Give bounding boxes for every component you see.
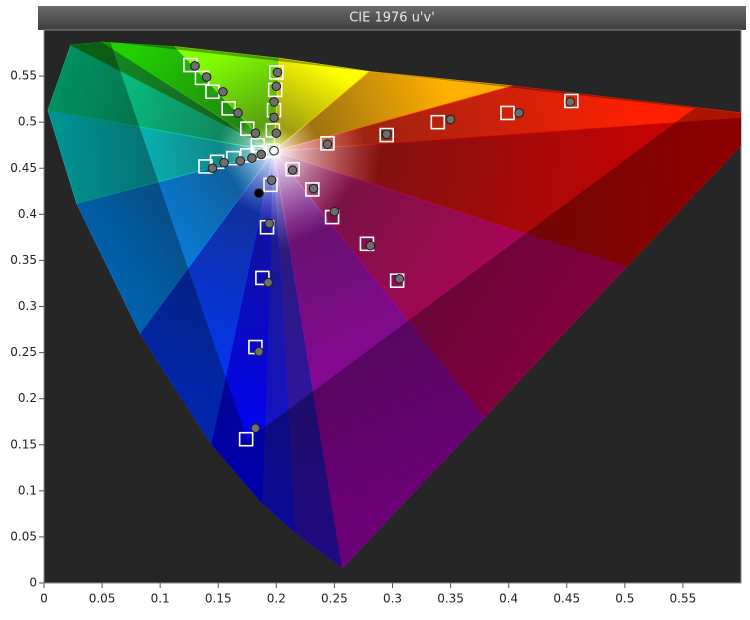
target-square xyxy=(379,127,394,143)
measured-point xyxy=(514,108,524,118)
target-square xyxy=(305,182,320,197)
y-tick-label: 0.05 xyxy=(10,529,37,543)
measured-point xyxy=(365,240,376,251)
target-square xyxy=(265,143,281,159)
target-square xyxy=(239,121,255,136)
measured-point xyxy=(218,86,228,97)
measured-point xyxy=(264,218,275,229)
x-tick-label: 0.15 xyxy=(205,592,232,606)
measured-point xyxy=(235,156,246,166)
measured-point xyxy=(190,61,200,71)
gamut xyxy=(47,41,741,569)
measured-point xyxy=(219,157,229,168)
y-tick-label: 0.3 xyxy=(18,299,37,313)
target-square xyxy=(320,136,335,151)
y-tick-label: 0.2 xyxy=(18,391,37,405)
measured-point xyxy=(272,67,283,78)
measured-point xyxy=(254,188,264,198)
marks xyxy=(183,57,579,447)
measured-point xyxy=(565,97,576,107)
measured-point xyxy=(254,346,264,357)
y-tick-label: 0.1 xyxy=(18,483,37,497)
measured-point xyxy=(201,72,212,82)
measured-point xyxy=(329,206,340,217)
target-square xyxy=(430,114,446,130)
measured-point xyxy=(269,97,279,107)
title-bar xyxy=(38,6,746,30)
y-tick-label: 0 xyxy=(29,576,37,590)
gamut-slice xyxy=(273,149,485,569)
y-tick-label: 0.45 xyxy=(10,161,37,175)
measured-point xyxy=(247,153,257,163)
target-square xyxy=(238,431,254,447)
measured-point xyxy=(207,163,218,174)
target-square xyxy=(221,101,237,116)
measured-point xyxy=(287,165,298,175)
x-tick-label: 0.05 xyxy=(89,592,116,606)
chart-title: CIE 1976 u'v' xyxy=(349,11,435,26)
measured-point xyxy=(250,423,261,433)
target-square xyxy=(500,105,515,121)
target-square xyxy=(269,65,284,80)
target-square xyxy=(564,93,579,109)
y-tick-label: 0.5 xyxy=(18,115,37,129)
measured-point xyxy=(308,183,319,194)
x-tick-label: 0.45 xyxy=(553,592,580,606)
measured-point xyxy=(394,274,405,284)
x-tick-label: 0.25 xyxy=(321,592,348,606)
x-tick-label: 0.5 xyxy=(615,592,634,606)
measured-point xyxy=(322,139,333,150)
y-tick-label: 0.4 xyxy=(18,207,37,221)
measured-point xyxy=(269,112,279,123)
x-tick-label: 0 xyxy=(40,592,48,606)
measured-point xyxy=(271,81,282,92)
measured-point xyxy=(381,129,392,139)
x-tick-label: 0.35 xyxy=(437,592,464,606)
x-tick-label: 0.1 xyxy=(151,592,170,606)
y-tick-label: 0.25 xyxy=(10,345,37,359)
x-tick-label: 0.2 xyxy=(267,592,286,606)
measured-point xyxy=(271,128,282,139)
x-tick-label: 0.4 xyxy=(499,592,518,606)
y-tick-label: 0.35 xyxy=(10,253,37,267)
y-tick-label: 0.55 xyxy=(10,69,37,83)
measured-point xyxy=(445,114,456,125)
x-tick-label: 0.55 xyxy=(670,592,697,606)
measured-point xyxy=(256,149,267,160)
measured-point xyxy=(233,108,243,118)
measured-point xyxy=(263,277,274,288)
target-square xyxy=(285,161,300,177)
y-tick-label: 0.15 xyxy=(10,437,37,451)
measured-point xyxy=(250,128,261,139)
measured-point xyxy=(266,175,277,186)
x-tick-label: 0.3 xyxy=(383,592,402,606)
measured-point xyxy=(269,145,279,156)
